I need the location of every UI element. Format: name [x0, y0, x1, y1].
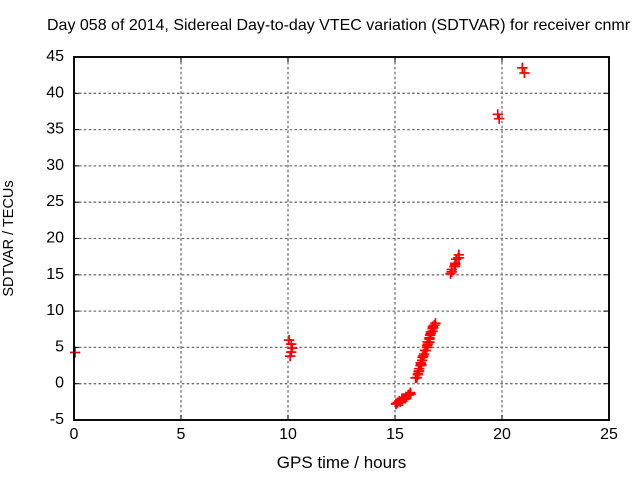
svg-text:20: 20 [46, 230, 64, 247]
svg-text:15: 15 [386, 426, 404, 443]
svg-text:45: 45 [46, 48, 64, 65]
svg-text:GPS time / hours: GPS time / hours [277, 453, 406, 472]
svg-text:10: 10 [279, 426, 297, 443]
svg-text:40: 40 [46, 84, 64, 101]
svg-text:20: 20 [493, 426, 511, 443]
svg-text:10: 10 [46, 302, 64, 319]
svg-text:25: 25 [600, 426, 618, 443]
svg-text:25: 25 [46, 193, 64, 210]
svg-text:15: 15 [46, 266, 64, 283]
svg-text:5: 5 [177, 426, 186, 443]
svg-text:30: 30 [46, 157, 64, 174]
svg-text:35: 35 [46, 121, 64, 138]
svg-text:-5: -5 [50, 411, 64, 428]
svg-text:Day 058 of 2014, Sidereal Day-: Day 058 of 2014, Sidereal Day-to-day VTE… [47, 17, 631, 34]
svg-text:0: 0 [55, 375, 64, 392]
svg-text:0: 0 [70, 426, 79, 443]
svg-text:SDTVAR / TECUs: SDTVAR / TECUs [1, 180, 17, 296]
svg-text:5: 5 [55, 338, 64, 355]
